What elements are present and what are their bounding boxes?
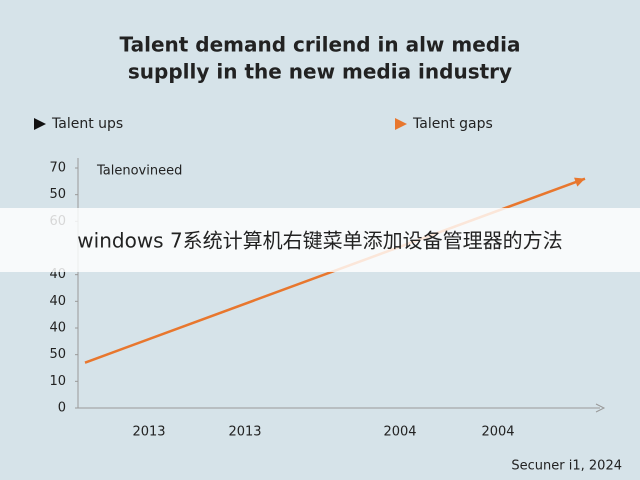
- x-tick-label: 2004: [383, 425, 416, 440]
- legend-label: Talent gaps: [412, 116, 493, 132]
- banner: [0, 208, 640, 272]
- x-tick-label: 2013: [228, 425, 261, 440]
- banner-text: windows 7系统计算机右键菜单添加设备管理器的方法: [77, 229, 562, 253]
- y-tick-label: 0: [58, 401, 66, 416]
- y-tick-label: 50: [49, 187, 66, 202]
- y-tick-label: 10: [49, 374, 66, 389]
- x-tick-label: 2004: [481, 425, 514, 440]
- source: Secuner i1, 2024: [511, 459, 622, 474]
- legend-marker: [395, 118, 407, 130]
- x-axis-arrow: [595, 403, 606, 413]
- legend-label: Talent ups: [51, 116, 123, 132]
- y-tick-label: 40: [49, 321, 66, 336]
- y-tick-label: 50: [49, 347, 66, 362]
- chart-title: supplly in the new media industry: [128, 60, 512, 84]
- annotation: Talenovineed: [96, 164, 182, 179]
- line-arrowhead: [574, 177, 585, 187]
- y-tick-label: 40: [49, 294, 66, 309]
- y-tick-label: 70: [49, 161, 66, 176]
- legend-marker: [34, 118, 46, 130]
- x-tick-label: 2013: [132, 425, 165, 440]
- chart-title: Talent demand crilend in alw media: [120, 33, 521, 57]
